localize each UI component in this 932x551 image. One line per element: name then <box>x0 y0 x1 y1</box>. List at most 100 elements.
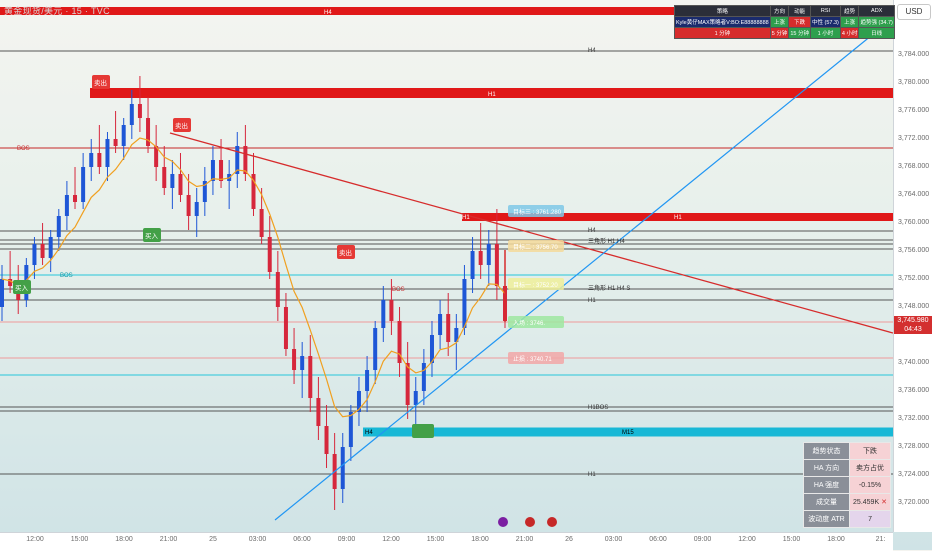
target-label-text: 止损 : 3740.71 <box>513 355 552 363</box>
stat-label: HA 方向 <box>802 459 851 477</box>
signal-cell: 下跌 <box>788 16 811 28</box>
time-tick: 21:00 <box>515 536 534 543</box>
buy-badge-text: 买入 <box>15 284 29 292</box>
price-tick: 3,736.000 <box>898 387 930 394</box>
candle-body <box>56 216 61 237</box>
candle-body <box>340 447 345 489</box>
stat-row: 波动度 ATR 7 <box>802 510 891 528</box>
time-tick: 03:00 <box>604 536 623 543</box>
strategy-signal-row: Kyle黄仔MAX策略者V:BO:E88888888 上涨 下跌 中性 (57.… <box>674 16 895 28</box>
sell-badge-text: 卖出 <box>339 248 352 257</box>
descending-trendline <box>169 132 894 334</box>
candle-body <box>454 328 459 342</box>
timeframe-cell: 5 分钟 <box>769 27 790 39</box>
time-tick: 26 <box>565 536 573 543</box>
header-cell: RSI <box>809 5 841 17</box>
time-tick: 21: <box>875 536 886 543</box>
price-tick: 3,728.000 <box>898 443 930 450</box>
time-tick: 06:00 <box>293 536 311 543</box>
candle-body <box>146 118 151 146</box>
candle-body <box>40 244 45 258</box>
price-axis[interactable]: 3,784.000 3,780.000 3,776.000 3,772.000 3,76… <box>893 0 932 532</box>
candle-body <box>292 349 297 370</box>
time-tick: 25 <box>209 536 217 543</box>
candle-body <box>486 244 491 265</box>
us-flag-event-icon <box>547 517 557 527</box>
price-tick: 3,752.000 <box>898 275 930 282</box>
sell-badge <box>173 118 191 132</box>
candle-body <box>267 237 272 272</box>
target-label-box <box>508 240 564 252</box>
candle-body <box>462 279 467 328</box>
time-tick: 21:00 <box>159 536 178 543</box>
volume-value: 25.459K <box>853 499 880 506</box>
candle-body <box>97 153 102 167</box>
candle-body <box>316 398 321 426</box>
price-tick: 3,724.000 <box>898 471 930 478</box>
time-tick: 18:00 <box>471 536 489 543</box>
candle-body <box>186 195 191 216</box>
stat-value: 25.459K ✕ <box>849 493 891 511</box>
candle-body <box>137 104 142 118</box>
candle-body <box>478 251 483 265</box>
moving-average-line <box>1 137 506 418</box>
price-tick: 3,776.000 <box>898 107 930 114</box>
candle-body <box>235 146 240 174</box>
h4-label: H4 <box>324 10 332 16</box>
time-axis[interactable] <box>0 532 893 551</box>
candle-body <box>283 307 288 349</box>
candle-body <box>308 356 313 398</box>
signal-cell: 上涨 <box>839 16 860 28</box>
target-label-box <box>508 316 564 328</box>
currency-button[interactable]: USD <box>897 4 931 20</box>
candle-body <box>259 209 264 237</box>
candle-body <box>210 160 215 181</box>
candle-body <box>170 174 175 188</box>
candle-body <box>64 195 69 216</box>
price-tick: 3,764.000 <box>898 191 930 198</box>
timeframe-row: 1 分钟 5 分钟 15 分钟 1 小时 4 小时 日线 <box>674 27 895 39</box>
target-label-text: 入场 : 3746. <box>513 319 545 327</box>
countdown-value: 04:43 <box>904 326 922 333</box>
header-cell: 趋势 <box>839 5 860 17</box>
candle-body <box>251 174 256 209</box>
candle-body <box>300 356 305 370</box>
candle-body <box>324 426 329 454</box>
chart-title: 黄金现货/美元 · 15 · TVC <box>4 6 110 16</box>
right-level-label: 三角形 H1 H4 <box>588 237 625 245</box>
candle-body <box>121 125 126 146</box>
target-label-text: 目标一 : 3752.20 <box>513 281 558 289</box>
candle-body <box>89 153 94 167</box>
candle-body <box>397 321 402 363</box>
candle-body <box>275 272 280 307</box>
candle-body <box>429 335 434 363</box>
candle-body <box>373 328 378 370</box>
price-tick: 3,756.000 <box>898 247 930 254</box>
header-cell: 策略 <box>674 5 771 17</box>
sell-badge <box>92 75 110 89</box>
sell-badge-text: 卖出 <box>175 121 188 130</box>
stat-label: HA 强度 <box>802 476 851 494</box>
h1bos-label: H1BOS <box>588 405 608 411</box>
time-tick: 18:00 <box>827 536 845 543</box>
price-tick: 3,768.000 <box>898 163 930 170</box>
timeframe-cell: 1 小时 <box>809 27 841 39</box>
timeframe-cell: 15 分钟 <box>788 27 811 39</box>
candle-body <box>405 363 410 405</box>
price-tick: 3,748.000 <box>898 303 930 310</box>
stat-row: 趋势状态 下跌 <box>802 442 891 460</box>
lightning-event-icon <box>498 517 508 527</box>
chart-area[interactable]: H4 H4 H1 BOS H1 H1 BOS BOS H1 H1BOS H1 H4 M15 三角形 H1 … <box>0 0 894 532</box>
target-label-text: 目标三 : 3761.280 <box>513 208 562 216</box>
right-level-label: 三角形 H1 H4 S <box>588 284 630 292</box>
sell-badge <box>337 245 355 259</box>
timeframe-cell: 4 小时 <box>839 27 860 39</box>
target-label-box <box>508 278 564 290</box>
stat-label: 波动度 ATR <box>802 510 851 528</box>
candle-body <box>32 244 37 265</box>
target-label-box <box>508 205 564 217</box>
candle-body <box>365 370 370 391</box>
header-cell: 方向 <box>769 5 790 17</box>
time-tick: 15:00 <box>426 536 445 543</box>
